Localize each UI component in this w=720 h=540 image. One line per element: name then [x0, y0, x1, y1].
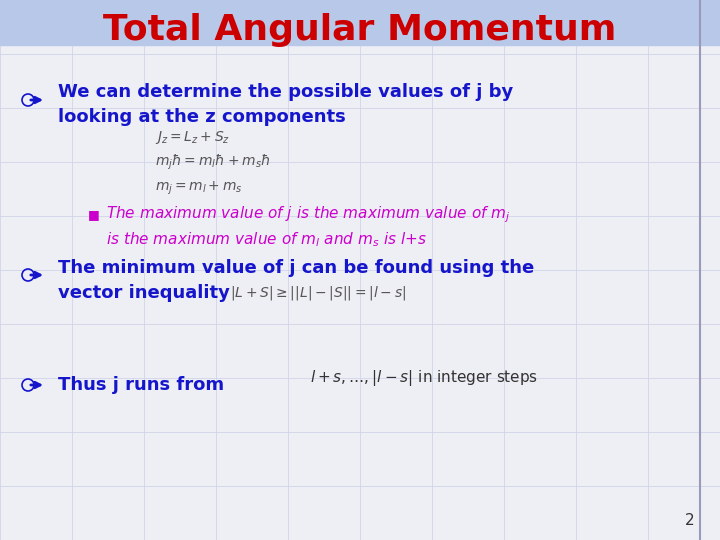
Text: The maximum value of j is the maximum value of m$_j$: The maximum value of j is the maximum va…: [106, 205, 510, 225]
Text: 2: 2: [685, 513, 695, 528]
Bar: [0, 0, 720, 45]
Text: ■: ■: [88, 208, 100, 221]
Text: vector inequality: vector inequality: [58, 284, 230, 302]
Text: The minimum value of j can be found using the: The minimum value of j can be found usin…: [58, 259, 534, 277]
Text: We can determine the possible values of j by: We can determine the possible values of …: [58, 83, 513, 101]
Text: $l + s, \ldots, |l - s|$ in integer steps: $l + s, \ldots, |l - s|$ in integer step…: [310, 368, 538, 388]
Text: Thus j runs from: Thus j runs from: [58, 376, 224, 394]
Text: Total Angular Momentum: Total Angular Momentum: [103, 13, 617, 47]
Text: $|L + S| \geq ||L| - |S|| = |l - s|$: $|L + S| \geq ||L| - |S|| = |l - s|$: [230, 284, 406, 302]
Text: $m_j = m_l + m_s$: $m_j = m_l + m_s$: [155, 179, 243, 197]
Text: is the maximum value of m$_l$ and m$_s$ is l+s: is the maximum value of m$_l$ and m$_s$ …: [106, 231, 427, 249]
Text: $J_z = L_z + S_z$: $J_z = L_z + S_z$: [155, 129, 230, 145]
Text: $m_j\hbar = m_l\hbar + m_s\hbar$: $m_j\hbar = m_l\hbar + m_s\hbar$: [155, 152, 271, 172]
Text: looking at the z components: looking at the z components: [58, 108, 346, 126]
